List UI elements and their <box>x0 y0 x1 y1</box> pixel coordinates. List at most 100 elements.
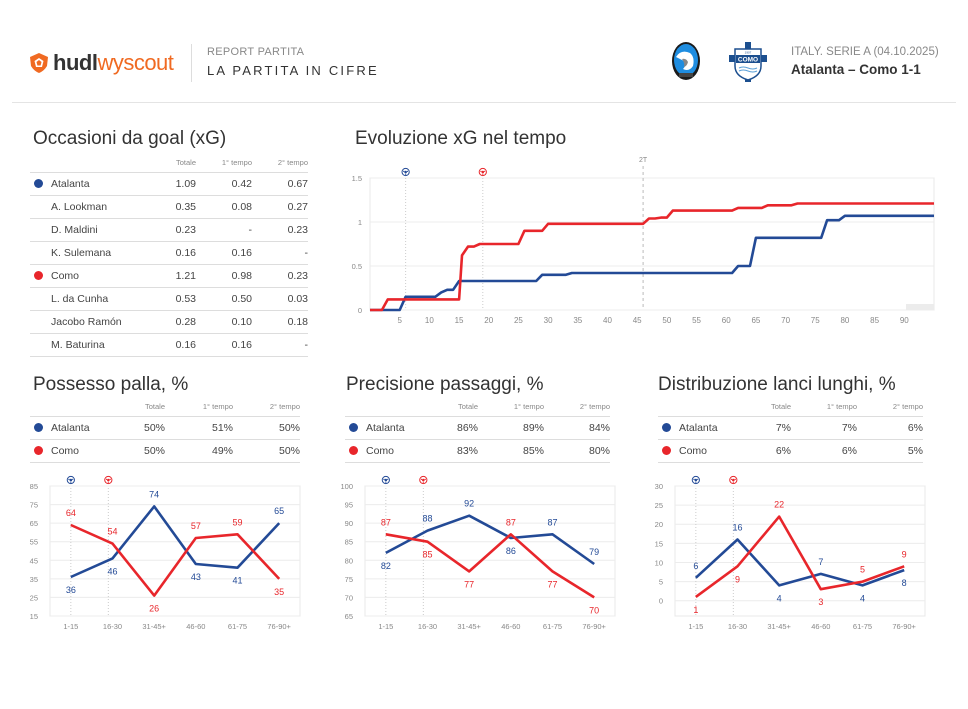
value-total: 86% <box>435 416 478 440</box>
value-total: 1.21 <box>148 264 196 288</box>
away-data-label: 26 <box>149 604 159 614</box>
xg-section-title: Occasioni da goal (xG) <box>33 128 227 149</box>
value-h2: - <box>252 241 308 265</box>
y-tick-label: 85 <box>345 538 353 547</box>
x-tick-label: 31-45+ <box>142 622 166 631</box>
home-data-label: 36 <box>66 585 76 595</box>
y-tick-label: 100 <box>340 482 353 491</box>
team-row: Atalanta 50% 51% 50% <box>30 416 300 440</box>
ball-patch <box>420 478 423 480</box>
col-primo-tempo: 1° tempo <box>513 401 544 411</box>
half-time-label: 2T <box>639 157 648 164</box>
plot-frame <box>49 485 301 617</box>
y-tick-label: 10 <box>655 558 663 567</box>
ball-patch <box>403 170 405 172</box>
y-tick-label: 0 <box>358 306 362 315</box>
ball-center <box>694 478 698 482</box>
ball-center <box>732 478 735 482</box>
row-name-cell: Atalanta <box>30 172 148 196</box>
como-crest-icon: COMO 1907 <box>729 42 767 82</box>
value-h2: 0.18 <box>252 310 308 334</box>
value-h2: 0.67 <box>252 172 308 196</box>
x-tick-label: 76-90+ <box>267 622 291 631</box>
home-xg-line <box>370 214 934 312</box>
team-row: Como 83% 85% 80% <box>345 439 610 463</box>
away-data-label: 64 <box>66 508 76 518</box>
player-row: M. Baturina 0.16 0.16- <box>30 333 308 357</box>
value-total: 0.16 <box>148 241 196 265</box>
ball-patch <box>385 481 387 483</box>
value-h2: 0.23 <box>252 264 308 288</box>
value-h2: 0.23 <box>252 218 308 242</box>
value-total: 0.53 <box>148 287 196 311</box>
ball-patch <box>422 481 424 483</box>
home-data-label: 16 <box>732 523 742 533</box>
value-h2: 84% <box>544 416 610 440</box>
away-goal-ball-icon <box>729 475 738 485</box>
value-total: 0.35 <box>148 195 196 219</box>
x-tick-label: 1-15 <box>63 622 78 631</box>
away-data-label: 70 <box>589 605 599 615</box>
row-name-cell: Atalanta <box>658 416 748 440</box>
away-color-dot-icon <box>349 446 358 455</box>
competition-label: ITALY. SERIE A (04.10.2025) <box>791 46 939 58</box>
row-name-cell: Atalanta <box>345 416 435 440</box>
x-tick-label: 16-30 <box>728 622 747 631</box>
value-h1: 7% <box>791 416 857 440</box>
ball-patch <box>732 481 734 483</box>
home-data-label: 6 <box>693 561 698 571</box>
row-name-cell: Como <box>30 439 120 463</box>
home-series-line <box>70 505 281 579</box>
ball-patch <box>387 478 389 480</box>
row-label: D. Maldini <box>51 224 98 236</box>
ball-patch <box>109 478 111 480</box>
y-tick-label: 25 <box>30 593 38 602</box>
value-total: 50% <box>120 439 165 463</box>
ball-patch <box>734 478 736 480</box>
ball-patch <box>405 173 407 175</box>
team-row: Como 50% 49% 50% <box>30 439 300 463</box>
value-h2: 0.27 <box>252 195 308 219</box>
team-row: Atalanta 7% 7% 6% <box>658 416 923 440</box>
y-tick-label: 90 <box>345 519 353 528</box>
team-row: Como 6% 6% 5% <box>658 439 923 463</box>
value-total: 50% <box>120 416 165 440</box>
home-data-label: 79 <box>589 547 599 557</box>
y-tick-label: 15 <box>655 539 663 548</box>
away-data-label: 35 <box>274 587 284 597</box>
away-data-label: 87 <box>381 517 391 527</box>
row-name-cell: L. da Cunha <box>30 287 148 311</box>
value-h2: 80% <box>544 439 610 463</box>
player-row: K. Sulemana 0.16 0.16- <box>30 241 308 265</box>
x-tick-label: 40 <box>603 316 612 325</box>
y-tick-label: 1.5 <box>352 174 362 183</box>
ball-center <box>107 478 110 482</box>
value-h1: 85% <box>478 439 544 463</box>
home-data-label: 41 <box>232 576 242 586</box>
value-h1: 0.08 <box>196 195 252 219</box>
ball-patch <box>70 481 72 483</box>
value-h1: 89% <box>478 416 544 440</box>
x-tick-label: 65 <box>751 316 760 325</box>
row-name-cell: A. Lookman <box>30 195 148 219</box>
xg-evolution-title: Evoluzione xG nel tempo <box>355 128 567 149</box>
x-tick-label: 61-75 <box>228 622 247 631</box>
atalanta-crest-icon <box>672 42 700 80</box>
header-divider <box>191 44 192 82</box>
x-tick-label: 55 <box>692 316 701 325</box>
away-data-label: 22 <box>774 500 784 510</box>
home-data-label: 8 <box>902 578 907 588</box>
col-totale: Totale <box>175 157 196 167</box>
value-h2: 50% <box>233 416 300 440</box>
value-h2: 5% <box>857 439 923 463</box>
ball-patch <box>697 478 699 480</box>
value-total: 7% <box>748 416 791 440</box>
header-separator <box>12 102 956 103</box>
home-data-label: 65 <box>274 506 284 516</box>
value-h1: 0.98 <box>196 264 252 288</box>
away-data-label: 54 <box>107 527 117 537</box>
home-data-label: 92 <box>464 499 474 509</box>
y-tick-label: 45 <box>30 556 38 565</box>
ball-center <box>404 170 407 174</box>
